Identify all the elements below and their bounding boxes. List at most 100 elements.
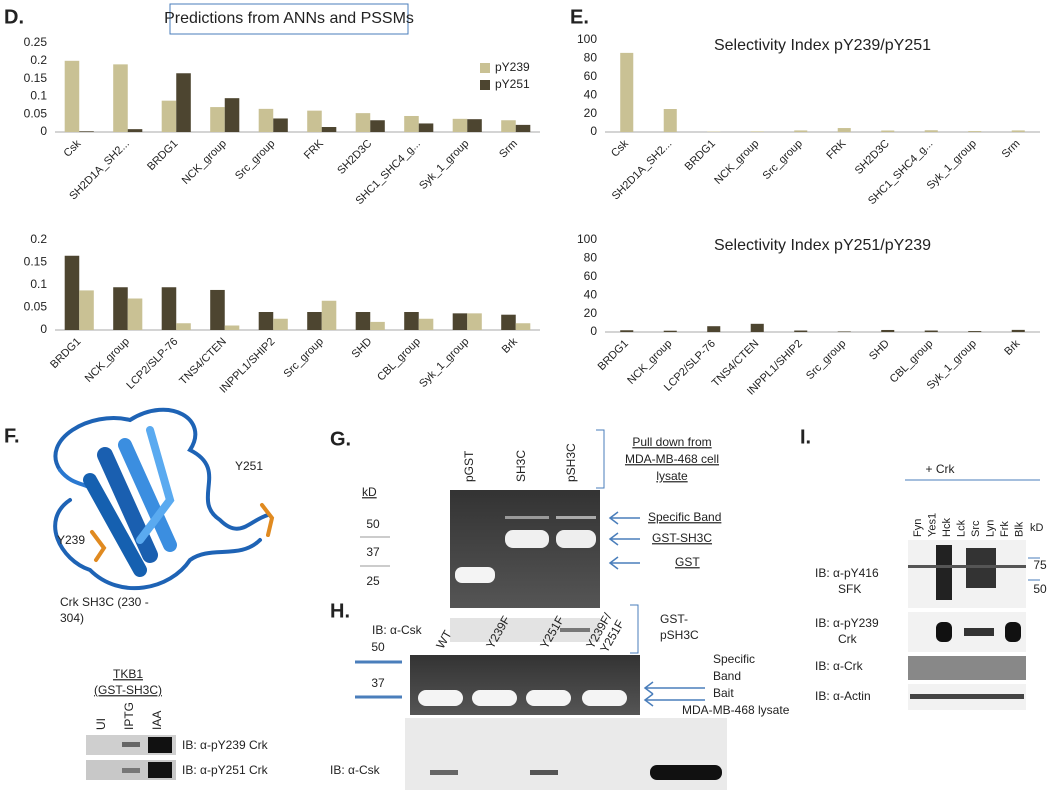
lane-label: Blk (1013, 521, 1025, 537)
blot-label: Crk (838, 632, 858, 646)
blot-label: IB: α-Csk (372, 623, 423, 637)
y-tick-label: 80 (584, 51, 598, 65)
x-tick-label: Src_group (761, 138, 805, 182)
y-tick-label: 0.25 (24, 35, 48, 49)
y-tick-label: 0.05 (24, 300, 48, 314)
x-tick-label: Srm (497, 138, 520, 161)
bar (321, 127, 337, 132)
lysate-label: MDA-MB-468 lysate (682, 703, 790, 717)
bar (750, 323, 764, 332)
residue-label: Y239 (57, 533, 85, 547)
bar (161, 287, 177, 330)
bar (620, 52, 634, 132)
note: Pull down from (632, 435, 711, 449)
arrow-label: Bait (713, 686, 734, 700)
chart-title: Selectivity Index pY251/pY239 (714, 237, 931, 254)
bar (210, 107, 225, 132)
gel (360, 490, 600, 642)
bar (64, 255, 80, 330)
bar (307, 110, 322, 132)
note: lysate (656, 469, 688, 483)
panel-label: D. (4, 6, 24, 28)
blot (86, 735, 176, 780)
panel-label: G. (330, 428, 351, 450)
bar (224, 325, 240, 330)
x-tick-label: Syk_1_group (417, 336, 471, 390)
title-box (169, 3, 409, 35)
bar (79, 131, 94, 132)
bar (64, 60, 80, 132)
y-tick-label: 20 (584, 306, 598, 320)
blot-label: IB: α-pY416 (815, 566, 879, 580)
bar (924, 130, 938, 132)
y-tick-label: 100 (577, 232, 597, 246)
y-tick-label: 0.15 (24, 255, 48, 269)
bait-label: GST- (660, 612, 688, 626)
bar (258, 108, 274, 132)
bar (404, 312, 419, 330)
bar (968, 131, 982, 132)
blot-label: IB: α-pY239 Crk (182, 738, 269, 752)
y-tick-label: 0.2 (30, 53, 47, 67)
lane-label: Frk (999, 521, 1011, 537)
gel (355, 655, 727, 790)
bar (707, 326, 721, 332)
bar (79, 290, 94, 330)
bar (663, 330, 677, 332)
blot-label: IB: α-Crk (815, 659, 864, 673)
bar (258, 312, 274, 330)
bar (161, 100, 177, 132)
kd-marker: 50 (1033, 582, 1047, 596)
x-tick-label: SHD (350, 336, 375, 361)
bar (355, 113, 371, 132)
x-tick-label: Srm (1000, 138, 1023, 161)
bar (176, 323, 191, 330)
y-tick-label: 0.1 (30, 89, 47, 103)
x-tick-label: BRDG1 (145, 138, 180, 173)
bar (127, 129, 143, 132)
kd-marker: 37 (366, 545, 380, 559)
lane-label: Yes1 (926, 513, 938, 537)
arrow-label: Band (713, 669, 741, 683)
lane-label: Src (970, 520, 982, 537)
bar (113, 64, 128, 132)
panel-label: F. (4, 425, 20, 447)
lane-label: pSH3C (564, 443, 578, 482)
bar (881, 130, 895, 132)
bar (418, 318, 434, 330)
blot-label: IB: α-Csk (330, 763, 381, 777)
blot (908, 540, 1026, 710)
x-tick-label: SH2D3C (335, 138, 374, 177)
y-tick-label: 0 (40, 322, 47, 336)
panel-label: E. (570, 6, 589, 28)
bait-label: pSH3C (660, 628, 699, 642)
x-tick-label: Src_group (233, 138, 277, 182)
bar (750, 131, 764, 132)
caption: Crk SH3C (230 - (60, 595, 149, 609)
lane-label: UI (94, 718, 108, 730)
bar (837, 128, 851, 132)
note: MDA-MB-468 cell (625, 452, 719, 466)
y-tick-label: 20 (584, 106, 598, 120)
x-tick-label: BRDG1 (48, 336, 83, 371)
y-tick-label: 60 (584, 269, 598, 283)
bar (515, 323, 531, 330)
x-tick-label: BRDG1 (596, 338, 631, 373)
blot-label: SFK (838, 582, 861, 596)
bar (501, 120, 516, 132)
bar (176, 73, 191, 132)
x-tick-label: Syk_1_group (417, 138, 471, 192)
bar (224, 98, 240, 132)
legend-swatch (480, 63, 490, 73)
bar (370, 321, 385, 330)
blot-title: (GST-SH3C) (94, 683, 162, 697)
bar (501, 314, 516, 330)
kd-marker: 50 (366, 517, 380, 531)
bar (663, 109, 677, 132)
group-label: + Crk (925, 462, 955, 476)
y-tick-label: 0.1 (30, 277, 47, 291)
kd-title: kD (362, 485, 377, 499)
panel-label: H. (330, 600, 350, 622)
bar (418, 123, 434, 132)
bar (1011, 130, 1025, 132)
